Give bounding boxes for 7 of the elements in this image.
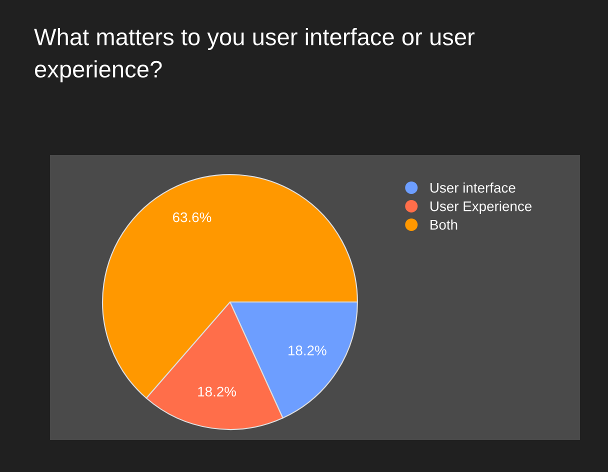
- data-label: 18.2%: [288, 346, 326, 356]
- data-label: 18.2%: [198, 386, 236, 397]
- chart-title: What matters to you user interface or user experience?: [34, 28, 475, 82]
- legend-label: Both: [430, 220, 458, 230]
- legend-label: User interface: [430, 182, 516, 193]
- legend-label: User Experience: [430, 201, 532, 214]
- data-label: 63.6%: [172, 212, 212, 222]
